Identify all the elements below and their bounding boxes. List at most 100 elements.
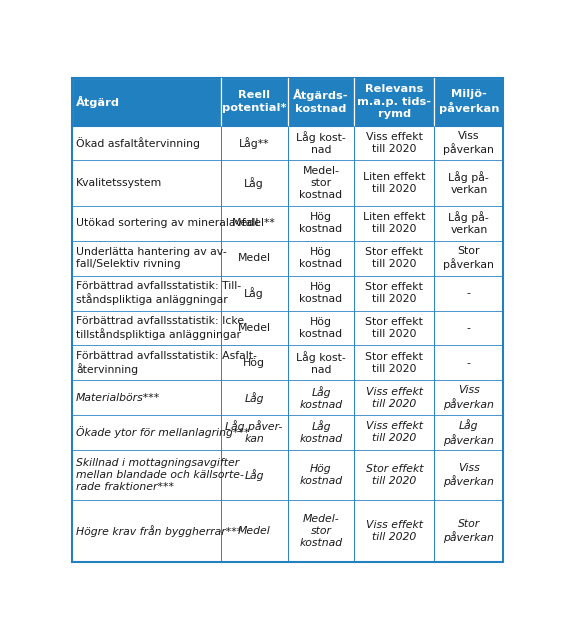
- Bar: [220, 206, 288, 241]
- Text: Åtgärds-
kostnad: Åtgärds- kostnad: [293, 89, 349, 114]
- Bar: [355, 160, 434, 206]
- Bar: [220, 160, 288, 206]
- Bar: [72, 415, 220, 450]
- Text: Medel-
stor
kostnad: Medel- stor kostnad: [300, 514, 343, 548]
- Bar: [220, 241, 288, 276]
- Bar: [288, 125, 355, 160]
- Text: Viss effekt
till 2020: Viss effekt till 2020: [366, 520, 423, 542]
- Bar: [72, 346, 220, 380]
- Bar: [220, 77, 288, 125]
- Bar: [72, 125, 220, 160]
- Bar: [434, 276, 503, 311]
- Bar: [355, 415, 434, 450]
- Bar: [355, 241, 434, 276]
- Text: Stor effekt
till 2020: Stor effekt till 2020: [365, 352, 424, 374]
- Text: Medel: Medel: [238, 526, 270, 536]
- Text: Viss
påverkan: Viss påverkan: [443, 463, 494, 487]
- Text: Låg
påverkan: Låg påverkan: [443, 419, 494, 446]
- Bar: [434, 380, 503, 415]
- Bar: [220, 380, 288, 415]
- Text: Låg kost-
nad: Låg kost- nad: [296, 131, 346, 155]
- Bar: [72, 380, 220, 415]
- Text: -: -: [467, 358, 471, 368]
- Text: Låg påver-
kan: Låg påver- kan: [226, 420, 283, 444]
- Text: Skillnad i mottagningsavgifter
mellan blandade och källsorte-
rade fraktioner***: Skillnad i mottagningsavgifter mellan bl…: [76, 458, 244, 492]
- Bar: [72, 276, 220, 311]
- Text: Materialbörs***: Materialbörs***: [76, 392, 160, 403]
- Text: Hög
kostnad: Hög kostnad: [300, 317, 343, 339]
- Text: Utökad sortering av mineralavfall: Utökad sortering av mineralavfall: [76, 218, 259, 229]
- Text: Låg på-
verkan: Låg på- verkan: [448, 172, 489, 195]
- Text: Förbättrad avfallsstatistik: Icke
tillståndspliktiga anläggningar: Förbättrad avfallsstatistik: Icke tillst…: [76, 316, 244, 340]
- Bar: [434, 125, 503, 160]
- Bar: [434, 160, 503, 206]
- Bar: [288, 499, 355, 562]
- Text: Stor effekt
till 2020: Stor effekt till 2020: [365, 282, 424, 304]
- Text: Ökade ytor för mellanlagring***: Ökade ytor för mellanlagring***: [76, 427, 250, 439]
- Text: Relevans
m.a.p. tids-
rymd: Relevans m.a.p. tids- rymd: [357, 84, 431, 119]
- Bar: [72, 311, 220, 346]
- Bar: [220, 311, 288, 346]
- Bar: [220, 450, 288, 499]
- Bar: [434, 346, 503, 380]
- Text: Hög
kostnad: Hög kostnad: [300, 464, 343, 486]
- Text: Låg
kostnad: Låg kostnad: [300, 420, 343, 444]
- Bar: [72, 499, 220, 562]
- Text: -: -: [467, 323, 471, 333]
- Text: Viss effekt
till 2020: Viss effekt till 2020: [366, 422, 423, 444]
- Bar: [288, 77, 355, 125]
- Text: Miljö-
påverkan: Miljö- påverkan: [439, 89, 499, 114]
- Bar: [72, 160, 220, 206]
- Bar: [220, 276, 288, 311]
- Bar: [288, 160, 355, 206]
- Bar: [288, 346, 355, 380]
- Text: Låg: Låg: [244, 469, 264, 480]
- Bar: [355, 499, 434, 562]
- Text: Kvalitetssystem: Kvalitetssystem: [76, 179, 162, 188]
- Bar: [434, 499, 503, 562]
- Bar: [72, 77, 220, 125]
- Bar: [434, 241, 503, 276]
- Bar: [355, 380, 434, 415]
- Text: Viss
påverkan: Viss påverkan: [443, 385, 494, 410]
- Text: Stor
påverkan: Stor påverkan: [443, 246, 494, 270]
- Bar: [72, 450, 220, 499]
- Bar: [434, 450, 503, 499]
- Text: Förbättrad avfallsstatistik: Till-
ståndspliktiga anläggningar: Förbättrad avfallsstatistik: Till- stånd…: [76, 281, 241, 305]
- Bar: [288, 206, 355, 241]
- Text: Liten effekt
till 2020: Liten effekt till 2020: [363, 172, 426, 194]
- Bar: [355, 346, 434, 380]
- Bar: [355, 311, 434, 346]
- Bar: [434, 311, 503, 346]
- Text: Stor
påverkan: Stor påverkan: [443, 518, 494, 543]
- Bar: [220, 415, 288, 450]
- Text: Låg: Låg: [244, 177, 264, 189]
- Text: Låg kost-
nad: Låg kost- nad: [296, 351, 346, 375]
- Bar: [288, 241, 355, 276]
- Text: Stor effekt
till 2020: Stor effekt till 2020: [365, 248, 424, 269]
- Text: Stor effekt
till 2020: Stor effekt till 2020: [366, 464, 423, 486]
- Bar: [288, 311, 355, 346]
- Bar: [220, 346, 288, 380]
- Text: Hög
kostnad: Hög kostnad: [300, 282, 343, 304]
- Text: Låg**: Låg**: [239, 137, 269, 149]
- Bar: [355, 450, 434, 499]
- Text: Hög
kostnad: Hög kostnad: [300, 213, 343, 234]
- Bar: [434, 415, 503, 450]
- Bar: [220, 125, 288, 160]
- Text: Ökad asfaltåtervinning: Ökad asfaltåtervinning: [76, 137, 200, 149]
- Text: Viss effekt
till 2020: Viss effekt till 2020: [366, 132, 423, 154]
- Bar: [220, 499, 288, 562]
- Text: Förbättrad avfallsstatistik: Asfalt-
återvinning: Förbättrad avfallsstatistik: Asfalt- åte…: [76, 351, 257, 375]
- Bar: [355, 276, 434, 311]
- Text: Högre krav från byggherrar***: Högre krav från byggherrar***: [76, 525, 242, 537]
- Bar: [355, 206, 434, 241]
- Text: Låg: Låg: [244, 287, 264, 299]
- Bar: [288, 415, 355, 450]
- Text: Låg på-
verkan: Låg på- verkan: [448, 211, 489, 235]
- Text: Låg
kostnad: Låg kostnad: [300, 385, 343, 410]
- Bar: [288, 450, 355, 499]
- Bar: [434, 206, 503, 241]
- Text: Åtgärd: Åtgärd: [76, 96, 120, 108]
- Text: Viss effekt
till 2020: Viss effekt till 2020: [366, 387, 423, 409]
